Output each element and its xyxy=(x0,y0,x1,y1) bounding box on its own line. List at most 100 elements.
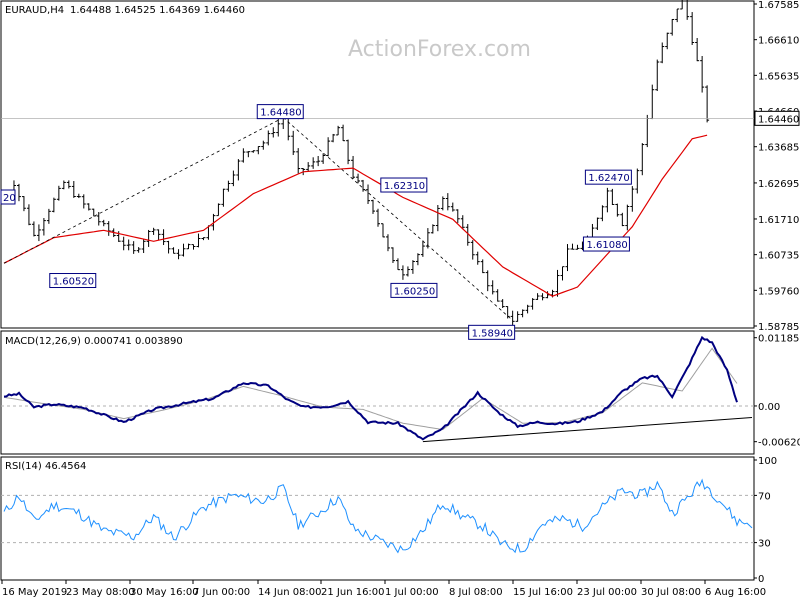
ohlc-bar xyxy=(321,153,326,164)
rsi-line xyxy=(3,478,753,554)
ohlc-bar xyxy=(520,309,525,318)
ohlc-bar xyxy=(635,168,640,194)
svg-text:1.62470: 1.62470 xyxy=(588,173,629,184)
ohlc-bar xyxy=(101,219,106,227)
macd-tick-label: -0.006206 xyxy=(758,438,800,449)
ohlc-bar xyxy=(540,293,545,301)
ohlc-bar xyxy=(331,133,336,143)
ohlc-bar xyxy=(470,240,475,260)
ohlc-bar xyxy=(71,181,76,198)
macd-axis: 0.011856 0.00 -0.006206 xyxy=(754,334,800,449)
ohlc-bar xyxy=(450,202,455,212)
ohlc-bar xyxy=(660,42,665,64)
ohlc-bar xyxy=(46,208,51,224)
ohlc-bar xyxy=(410,260,415,274)
ohlc-bar xyxy=(251,150,256,153)
ohlc-bar xyxy=(146,229,151,247)
ohlc-bar xyxy=(236,159,241,181)
price-tick-label: 1.63685 xyxy=(758,143,799,154)
ohlc-bar xyxy=(460,215,465,230)
ohlc-bar xyxy=(705,85,710,123)
ohlc-bar xyxy=(560,266,565,281)
ohlc-bar xyxy=(231,170,236,187)
ohlc-bar xyxy=(435,204,440,232)
ohlc-bar xyxy=(356,173,361,184)
ohlc-bar xyxy=(510,310,515,327)
ohlc-bar xyxy=(390,247,395,263)
ohlc-bar xyxy=(136,247,141,253)
ohlc-label: 1.64488 1.64525 1.64369 1.64460 xyxy=(70,5,245,16)
ohlc-bar xyxy=(655,59,660,92)
ohlc-bar xyxy=(241,148,246,163)
macd-signal-line xyxy=(3,347,738,431)
ohlc-bar xyxy=(465,224,470,246)
ohlc-bar xyxy=(346,139,351,165)
time-axis-label: 6 Aug 16:00 xyxy=(705,587,766,598)
macd-line xyxy=(3,335,738,441)
swing-label: 1.62470 xyxy=(584,169,632,185)
ohlc-bar xyxy=(196,233,201,248)
svg-text:1.64480: 1.64480 xyxy=(260,108,301,119)
time-axis-label: 30 May 16:00 xyxy=(130,587,199,598)
ohlc-bar xyxy=(291,130,296,156)
ohlc-bar xyxy=(66,180,71,189)
time-axis-label: 14 Jun 08:00 xyxy=(258,587,322,598)
ohlc-bar xyxy=(610,188,615,205)
ohlc-bar xyxy=(351,155,356,179)
swing-label: 1.61080 xyxy=(582,236,630,252)
price-axis: 1.675851.666101.656351.646601.636851.626… xyxy=(754,0,800,333)
ohlc-bar xyxy=(191,244,196,250)
moving-average-line xyxy=(3,134,708,297)
moving-average-layer xyxy=(3,134,708,297)
ohlc-bar xyxy=(640,143,645,176)
swing-trendline xyxy=(3,117,284,264)
price-tick-label: 1.60735 xyxy=(758,251,799,262)
ohlc-bar xyxy=(420,240,425,257)
ohlc-bar xyxy=(176,249,181,260)
ohlc-bar xyxy=(116,231,121,242)
ohlc-bar xyxy=(485,270,490,292)
ohlc-bar xyxy=(675,8,680,23)
ohlc-bar xyxy=(445,193,450,211)
ohlc-bar xyxy=(86,203,91,211)
time-axis-label: 7 Jun 00:00 xyxy=(193,587,250,598)
swing-label: 1.64480 xyxy=(256,104,304,120)
ohlc-bar xyxy=(171,247,176,254)
ohlc-bar xyxy=(400,265,405,280)
ohlc-bar xyxy=(261,140,266,150)
rsi-tick-label: 70 xyxy=(758,491,771,502)
ohlc-bar xyxy=(555,269,560,297)
svg-text:1.62310: 1.62310 xyxy=(384,181,425,192)
macd-tick-label: 0.00 xyxy=(758,402,780,413)
price-panel-frame xyxy=(0,0,755,329)
rsi-label: RSI(14) 46.4564 xyxy=(5,461,86,472)
macd-trendline xyxy=(422,416,753,443)
swing-label-partial: 20 xyxy=(0,189,16,205)
ohlc-bar xyxy=(695,38,700,62)
macd-label: MACD(12,26,9) 0.000741 0.003890 xyxy=(5,336,183,347)
ohlc-bar xyxy=(415,253,420,266)
ohlc-bar xyxy=(515,311,520,322)
time-axis-label: 21 Jun 16:00 xyxy=(321,587,385,598)
price-tick-label: 1.65635 xyxy=(758,71,799,82)
ohlc-bar xyxy=(166,240,171,254)
ohlc-bar xyxy=(21,196,26,212)
rsi-layer xyxy=(1,478,754,554)
ohlc-bar xyxy=(276,118,281,137)
ohlc-bar xyxy=(665,32,670,50)
price-tick-label: 1.62695 xyxy=(758,179,799,190)
ohlc-bar xyxy=(316,155,321,167)
ohlc-bar xyxy=(271,127,276,138)
ohlc-bar xyxy=(61,180,66,190)
ohlc-bar xyxy=(605,187,610,213)
ohlc-bar xyxy=(530,298,535,310)
ohlc-bar xyxy=(141,239,146,254)
ohlc-bar xyxy=(595,217,600,231)
swing-label: 1.62310 xyxy=(380,177,428,193)
ohlc-bar xyxy=(246,151,251,158)
ohlc-bar xyxy=(126,239,131,251)
ohlc-bar xyxy=(216,203,221,217)
ohlc-bar xyxy=(341,124,346,142)
